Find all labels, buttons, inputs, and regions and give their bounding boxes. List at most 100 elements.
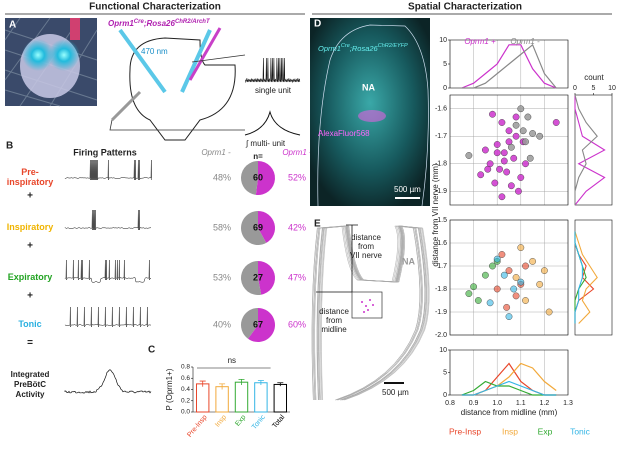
y-axis-label: distance from VII nerve (mm) (431, 163, 440, 266)
fiber (118, 28, 167, 94)
point (470, 283, 477, 291)
point (498, 251, 506, 258)
integrated-trace (64, 369, 152, 394)
point (529, 130, 536, 137)
line: VII nerve (350, 251, 383, 260)
point (489, 110, 496, 118)
point (529, 257, 536, 265)
point (500, 271, 508, 279)
point (491, 179, 499, 187)
point (505, 313, 513, 320)
row-label: Expiratory (8, 272, 53, 282)
y-tick-label: -1.8 (435, 161, 447, 168)
y-tick-label: -1.6 (435, 106, 447, 113)
gene: ;Rosa26 (144, 19, 176, 28)
x-tick-label: Total (271, 414, 286, 430)
y-tick-label: 10 (439, 347, 447, 354)
axis-label: count (584, 73, 604, 82)
side-hist-line (574, 94, 598, 205)
panel-label: B (6, 141, 13, 152)
outline-trace (313, 225, 422, 401)
outline-trace (320, 225, 430, 401)
x-tick-label: 0.8 (445, 400, 455, 407)
inset-cells (361, 299, 374, 313)
x-tick-label: 1.2 (540, 400, 550, 407)
point (484, 165, 492, 173)
y-axis-label: P (Oprm1+) (165, 368, 174, 410)
bar (273, 383, 288, 413)
side-hist-line (574, 231, 595, 324)
point (515, 187, 522, 195)
column-title: Oprm1 + (282, 148, 314, 157)
point (552, 119, 560, 126)
point (500, 149, 508, 157)
point (486, 299, 494, 307)
neg-pct: 48% (213, 172, 231, 182)
header: Spatial Characterization (408, 2, 522, 13)
point (524, 113, 532, 121)
outline-trace (319, 225, 428, 401)
stain-label: AlexaFluor568 (318, 129, 370, 138)
gene: Oprm1 (108, 19, 134, 28)
bar (195, 383, 210, 413)
operator: + (27, 291, 33, 302)
scale-label: 500 µm (394, 185, 421, 194)
plot-frame (574, 219, 613, 336)
point (493, 285, 501, 293)
y-tick-label: -1.7 (435, 133, 447, 140)
x-tick-label: 1.1 (516, 400, 526, 407)
neg-pct: 58% (213, 222, 231, 232)
point (512, 274, 520, 281)
y-tick-label: -1.9 (435, 309, 447, 316)
line: midline (321, 325, 347, 334)
point (522, 138, 529, 146)
firing-trace (64, 259, 152, 283)
line: from (326, 316, 342, 325)
x-tick-label: Pre-Insp (186, 414, 208, 439)
line: distance (351, 233, 381, 242)
side-hist-line (574, 231, 598, 324)
outline-trace (317, 225, 426, 401)
point (512, 121, 520, 129)
point (536, 132, 544, 140)
point (541, 267, 548, 274)
point (481, 146, 489, 154)
row-label: Inspiratory (7, 222, 54, 232)
pie-slice-neg (240, 211, 267, 246)
slice-outline (129, 37, 236, 141)
point (505, 267, 513, 274)
genotype: Oprm1Cre;Rosa26ChR2/EYFP (318, 43, 408, 53)
point (465, 290, 473, 297)
operator: + (27, 191, 33, 202)
side-hist-line (574, 231, 583, 324)
pos-pct: 60% (288, 319, 306, 329)
point (517, 278, 525, 286)
hist-line (461, 380, 557, 396)
line: Expiratory (8, 272, 53, 282)
y-tick-label: 10 (439, 37, 447, 44)
x-axis-label: distance from midline (mm) (461, 408, 558, 417)
slice-outline (317, 24, 429, 207)
point (465, 152, 473, 159)
point (522, 297, 529, 304)
point (510, 285, 518, 293)
point (493, 149, 501, 157)
legend-entry: Insp (502, 426, 518, 436)
y-tick-label: 0 (443, 85, 447, 92)
point (498, 193, 506, 201)
x-tick-label: 0.9 (469, 400, 479, 407)
hist-line (461, 44, 557, 89)
column-title: n= (253, 152, 263, 161)
line: distance (319, 307, 349, 316)
bar (234, 381, 249, 413)
trace-label: single unit (255, 86, 292, 95)
y-tick-label: 5 (443, 369, 447, 376)
multi-unit-trace (244, 110, 301, 136)
line: Inspiratory (7, 222, 54, 232)
lead (109, 54, 246, 131)
pie-n: 69 (253, 222, 263, 232)
y-tick-label: -1.7 (435, 263, 447, 270)
bar (254, 382, 268, 413)
error-bar (219, 383, 226, 390)
point (489, 262, 496, 270)
